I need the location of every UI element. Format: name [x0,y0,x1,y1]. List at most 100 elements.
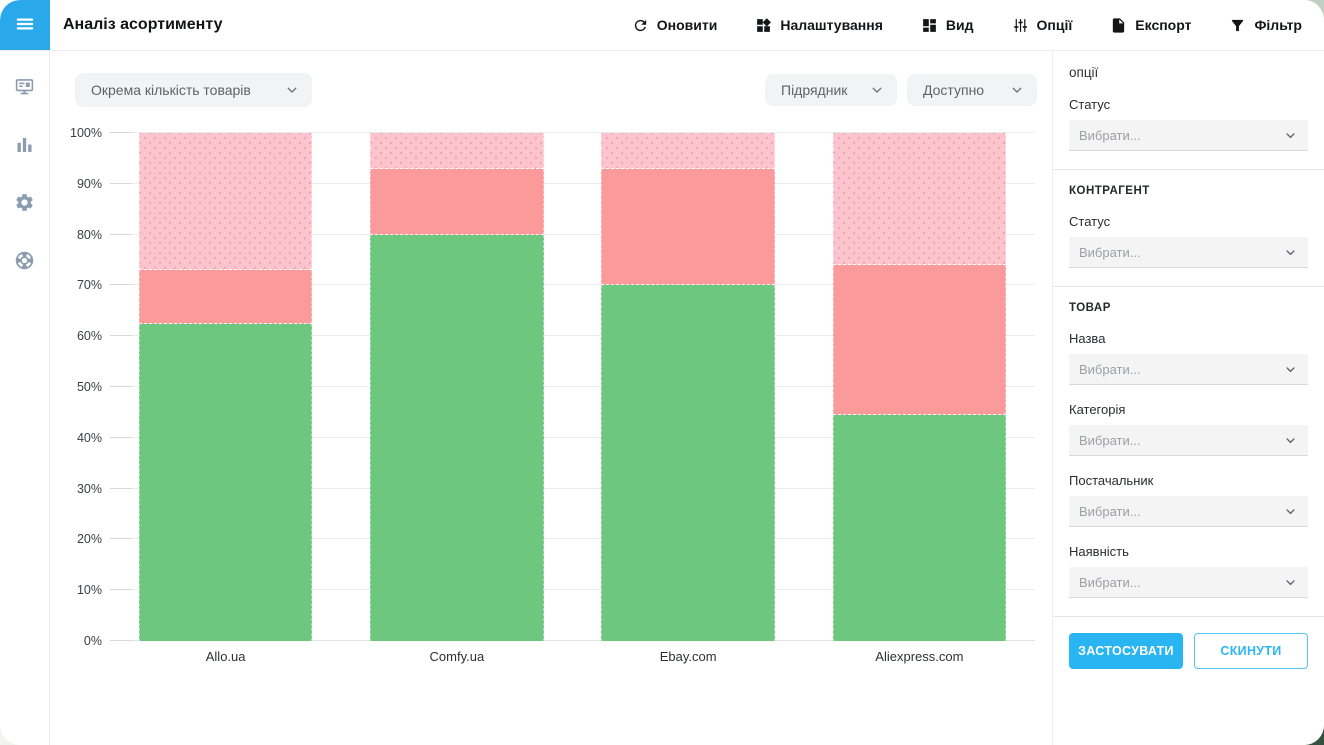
divider [1053,169,1324,170]
bar-segment-bottom-green[interactable] [601,285,775,641]
chevron-down-icon [1283,245,1298,260]
sidebar-item-reports[interactable] [12,133,38,155]
bar-segment-bottom-green[interactable] [370,234,544,641]
axis-tick [110,487,132,489]
lifebuoy-icon [14,250,35,271]
select-placeholder: Вибрати... [1079,244,1141,260]
chart-plot [110,132,1035,641]
bar-slot [341,133,572,641]
toolbar-button-refresh[interactable]: Оновити [632,17,717,34]
x-axis-labels: Allo.ua Comfy.ua Ebay.com Aliexpress.com [110,649,1035,664]
x-axis-category-label: Allo.ua [205,649,246,664]
bar-segment-middle-salmon[interactable] [370,168,544,235]
filter-actions: ЗАСТОСУВАТИ СКИНУТИ [1053,617,1324,685]
contractor-select[interactable]: Підрядник [765,74,897,106]
axis-tick [110,640,132,641]
filter-select[interactable]: Вибрати... [1069,237,1308,268]
y-axis-tick-label: 70% [76,278,102,293]
metric-select[interactable]: Окрема кількість товарів [75,73,312,107]
stacked-bar-Ebay.com [601,133,775,641]
divider [1053,616,1324,617]
filter-select[interactable]: Вибрати... [1069,496,1308,527]
y-axis-tick-label: 30% [76,481,102,496]
apply-button[interactable]: ЗАСТОСУВАТИ [1069,633,1183,669]
main-content: Окрема кількість товарів Підрядник Досту… [50,50,1052,745]
filter-select[interactable]: Вибрати... [1069,354,1308,385]
monitor-dashboard-icon [14,76,35,97]
bar-segment-middle-salmon[interactable] [138,270,313,324]
y-axis-tick-label: 10% [76,583,102,598]
export-file-icon [1110,17,1127,34]
toolbar: Оновити Налаштування Вид Опції Експорт Фільтр [632,0,1302,50]
gridline [110,182,1035,184]
y-axis-labels: 0% 10% 20% 30% 40% 50% 60% 70% 80% 90% 100% [50,126,102,648]
axis-tick [110,233,132,235]
menu-icon [14,13,36,38]
stacked-bar-Aliexpress.com [832,133,1007,641]
sidebar-item-support[interactable] [12,249,38,271]
y-axis-tick-label: 50% [76,380,102,394]
toolbar-button-filter[interactable]: Фільтр [1229,17,1302,34]
availability-select-value: Доступно [923,82,985,98]
y-axis-tick-label: 40% [76,430,102,445]
axis-tick [110,386,132,387]
gridline [110,538,1035,540]
dashboard-icon [921,17,938,34]
select-placeholder: Вибрати... [1079,574,1141,590]
contractor-select-value: Підрядник [781,82,848,98]
sidebar-item-settings[interactable] [12,191,38,213]
axis-tick [110,436,132,438]
bar-segment-bottom-green[interactable] [832,414,1007,641]
filter-select[interactable]: Вибрати... [1069,567,1308,598]
toolbar-button-export[interactable]: Експорт [1110,17,1191,34]
filter-field-label: Статус [1069,97,1111,112]
y-axis-tick-label: 20% [76,532,102,547]
x-axis-category-label: Comfy.ua [429,649,485,664]
gridline [110,284,1035,286]
bar-slot [110,133,341,641]
bar-segment-top-pink-dotted[interactable] [370,133,544,169]
axis-tick [110,538,132,540]
y-axis-tick-label: 0% [83,634,102,648]
chevron-down-icon [1283,433,1298,448]
availability-select[interactable]: Доступно [907,74,1037,106]
bar-segment-bottom-green[interactable] [138,323,313,641]
page-title: Аналіз асортименту [63,16,223,33]
gear-icon [14,192,35,213]
filter-section-title: ТОВАР [1069,302,1111,314]
select-placeholder: Вибрати... [1079,361,1141,377]
gridline [110,386,1035,387]
filter-select[interactable]: Вибрати... [1069,425,1308,456]
chevron-down-icon [1283,362,1298,377]
gridline [110,589,1035,591]
gridline [110,640,1035,641]
chevron-down-icon [1283,128,1298,143]
toolbar-button-view[interactable]: Вид [921,17,974,34]
bar-segment-middle-salmon[interactable] [601,168,775,286]
bar-segment-top-pink-dotted[interactable] [832,133,1007,266]
filter-section: опції Статус Вибрати... [1053,50,1324,169]
filter-funnel-icon [1229,17,1246,34]
toolbar-button-settings[interactable]: Налаштування [755,17,883,34]
metric-select-value: Окрема кількість товарів [91,82,251,98]
filter-section: ТОВАР Назва Вибрати... Категорія Вибрати... П… [1053,287,1324,616]
select-placeholder: Вибрати... [1079,503,1141,519]
reset-button[interactable]: СКИНУТИ [1194,633,1308,669]
gridline [110,132,1035,133]
toolbar-button-label: Фільтр [1254,17,1302,33]
y-axis-tick-label: 90% [76,176,102,191]
bar-segment-middle-salmon[interactable] [832,265,1007,415]
filter-select[interactable]: Вибрати... [1069,120,1308,151]
toolbar-button-options[interactable]: Опції [1012,17,1072,34]
x-axis-category-label: Aliexpress.com [875,649,964,664]
gridline [110,436,1035,438]
filter-field-label: Назва [1069,331,1106,346]
chevron-down-icon [869,82,885,98]
menu-button[interactable] [0,0,50,50]
bar-segment-top-pink-dotted[interactable] [138,133,313,271]
bar-segment-top-pink-dotted[interactable] [601,133,775,169]
sidebar-item-dashboard[interactable] [12,75,38,97]
filter-section-title: опції [1069,65,1099,80]
right-panel-sections: опції Статус Вибрати... КОНТРАГЕНТ Статус Виб… [1053,50,1324,617]
